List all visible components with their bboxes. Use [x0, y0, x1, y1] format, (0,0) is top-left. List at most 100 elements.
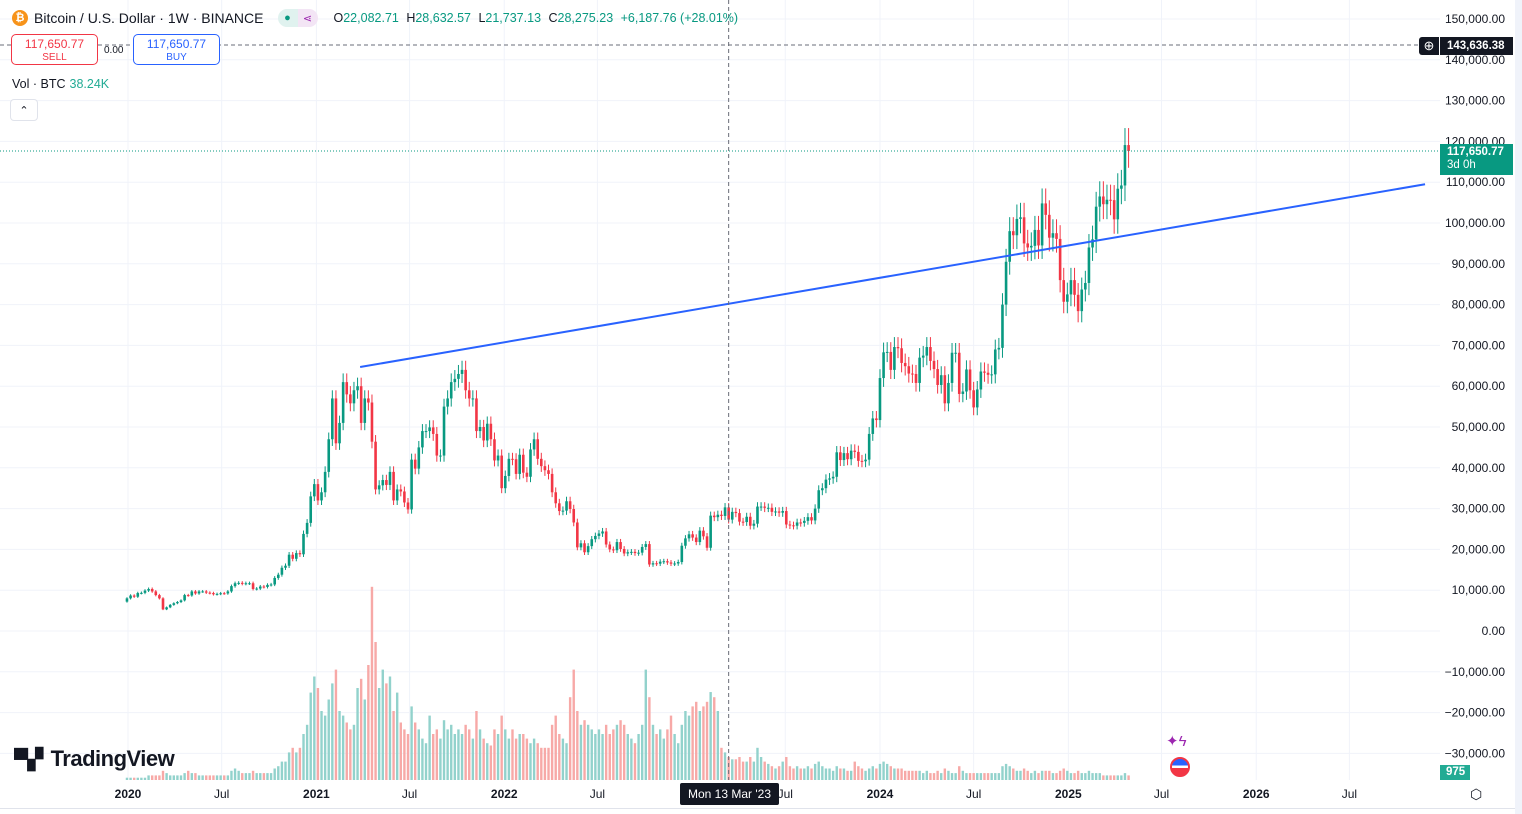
candle-body: [143, 590, 147, 593]
volume-bar: [468, 729, 471, 780]
candle-body: [313, 484, 316, 497]
candle-body: [766, 507, 770, 509]
volume-bar: [194, 773, 197, 780]
tradingview-logo[interactable]: ▀▞ TradingView: [14, 746, 175, 771]
candle-body: [1044, 203, 1048, 215]
candle-body: [748, 516, 752, 526]
candle-body: [446, 398, 449, 407]
candle-body: [413, 459, 417, 469]
volume-bar: [518, 734, 521, 780]
x-tick-label: 2025: [1055, 787, 1082, 801]
candle-body: [244, 583, 248, 585]
candle-body: [979, 371, 983, 390]
volume-bar: [428, 715, 431, 780]
symbol-title[interactable]: Bitcoin / U.S. Dollar · 1W · BINANCE: [34, 10, 264, 26]
buy-button[interactable]: 117,650.77 BUY: [133, 34, 220, 65]
volume-bar: [849, 770, 853, 780]
y-tick-label: 140,000.00: [1445, 53, 1505, 67]
candle-body: [140, 592, 143, 594]
volume-bar: [259, 773, 262, 780]
volume-bar: [1001, 766, 1004, 780]
volume-bar: [435, 729, 439, 780]
settings-icon[interactable]: ⬡: [1470, 786, 1483, 802]
status-pill[interactable]: ● ⋖: [277, 9, 318, 27]
volume-bar: [922, 773, 925, 780]
candle-body: [831, 476, 835, 479]
x-tick-label: 2021: [303, 787, 330, 801]
volume-bar: [514, 738, 518, 780]
add-alert-plus-button[interactable]: ⊕: [1419, 37, 1439, 55]
candle-body: [482, 427, 485, 441]
volume-bar: [716, 711, 720, 780]
candle-body: [367, 398, 370, 403]
volume-bar: [713, 697, 716, 780]
candle-body: [867, 433, 871, 460]
candle-body: [521, 454, 525, 473]
volume-bar: [705, 701, 709, 780]
candle-body: [932, 360, 936, 370]
us-flag-economic-event-icon[interactable]: [1170, 757, 1190, 777]
sell-button[interactable]: 117,650.77 SELL: [11, 34, 98, 65]
candle-body: [857, 451, 860, 461]
volume-bar: [673, 734, 676, 780]
volume-bar: [309, 692, 312, 780]
candle-body: [1087, 247, 1091, 283]
y-tick-label: 10,000.00: [1452, 583, 1506, 597]
candle-body: [929, 347, 932, 361]
candle-body: [709, 515, 712, 548]
candle-body: [194, 591, 197, 594]
candle-body: [900, 348, 903, 363]
candle-body: [864, 459, 867, 462]
volume-bar: [529, 743, 532, 780]
candle-body: [640, 546, 644, 553]
lightning-event-icon[interactable]: ✦ϟ: [1166, 733, 1187, 750]
candle-body: [125, 598, 129, 602]
volume-bar: [158, 775, 161, 780]
volume-bar: [323, 715, 327, 780]
candle-body: [918, 357, 921, 383]
x-tick-label: Jul: [778, 787, 793, 801]
volume-bar: [731, 759, 734, 780]
volume-bar: [720, 747, 723, 780]
candle-body: [619, 542, 622, 549]
candle-body: [1015, 218, 1019, 236]
volume-bar: [885, 763, 889, 780]
volume-bar: [439, 738, 442, 780]
volume-bar: [540, 747, 543, 780]
collapse-legend-button[interactable]: ⌃: [10, 99, 38, 121]
volume-bar: [1087, 770, 1091, 780]
candle-body: [150, 588, 154, 592]
candle-body: [785, 511, 788, 525]
volume-bar: [464, 724, 467, 780]
volume-bar: [821, 766, 824, 780]
volume-bar: [817, 761, 820, 780]
volume-bar: [976, 773, 979, 780]
candle-body: [305, 522, 309, 534]
candle-body: [903, 362, 907, 367]
volume-bar: [1120, 775, 1123, 780]
candle-body: [1011, 231, 1015, 236]
volume-bar: [269, 773, 273, 780]
candle-body: [705, 536, 709, 548]
x-tick-label: Jul: [402, 787, 417, 801]
volume-bar: [950, 773, 954, 780]
volume-bar: [608, 734, 611, 780]
candle-body: [1120, 185, 1123, 189]
candle-body: [208, 592, 212, 594]
candle-body: [255, 588, 258, 590]
candle-body: [590, 539, 594, 547]
volume-bar: [738, 757, 741, 780]
volume-bar: [525, 738, 529, 780]
volume-bar: [770, 766, 774, 780]
volume-bar: [374, 642, 377, 780]
candle-body: [269, 584, 273, 586]
candle-body: [950, 352, 954, 383]
volume-bar: [197, 775, 201, 780]
candle-body: [309, 496, 313, 523]
candle-body: [385, 480, 388, 485]
candle-body: [392, 471, 395, 501]
volume-bar: [788, 766, 792, 780]
candle-body: [734, 511, 738, 514]
market-open-dot-icon: ●: [277, 9, 298, 27]
